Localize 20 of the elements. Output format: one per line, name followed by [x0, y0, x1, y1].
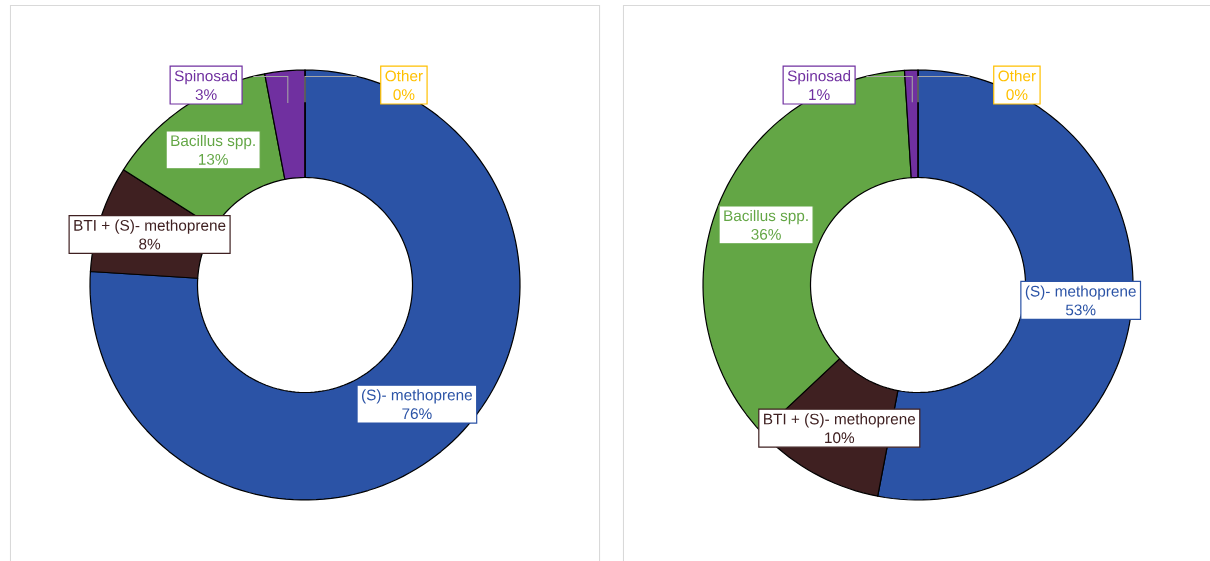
slice-label: (S)- methoprene [361, 389, 472, 404]
slice-label: Bacillus spp. [724, 209, 808, 225]
data-label: 8% [139, 238, 161, 250]
slice-label: Spinosad [787, 70, 851, 85]
category-label: Other [385, 70, 423, 82]
text: 0% [393, 89, 415, 101]
text: 0% [1006, 89, 1028, 101]
data-label: 10% [825, 432, 855, 444]
slice-label: Spinosad [174, 70, 238, 85]
data-label: 36% [751, 228, 781, 240]
data-label: 76% [402, 408, 432, 420]
data-label: 53% [1065, 304, 1096, 316]
slice-label: (S)- methoprene [1025, 285, 1136, 300]
data-label: 1% [809, 89, 830, 100]
slice-label: Bacillus spp. [171, 134, 255, 150]
data-label: 3% [195, 89, 217, 101]
category-label: Other [998, 70, 1036, 82]
slice-label: BTI + (S)- methoprene [74, 219, 226, 234]
slice-label: BTI + (S)- methoprene [764, 413, 916, 428]
data-label: 13% [198, 153, 228, 165]
